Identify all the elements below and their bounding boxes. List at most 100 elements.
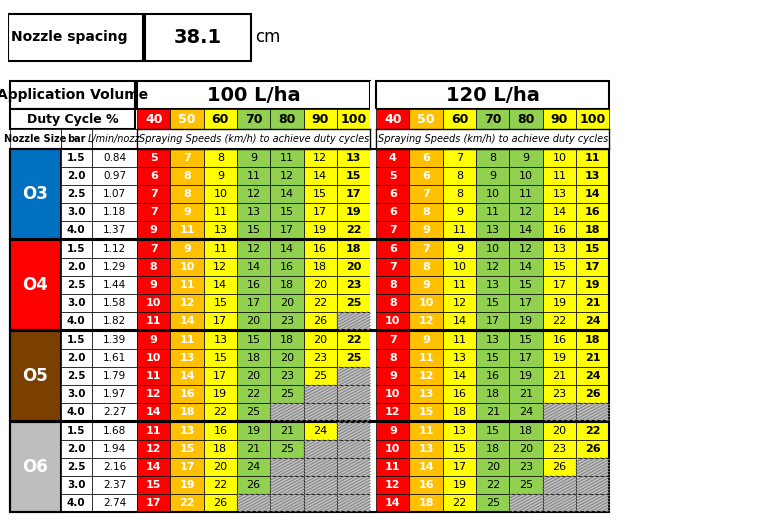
Bar	[137, 476, 170, 494]
Text: 100: 100	[580, 113, 606, 126]
Text: 1.61: 1.61	[103, 353, 126, 363]
Text: 17: 17	[247, 298, 260, 308]
Bar	[370, 167, 376, 185]
Bar	[237, 240, 270, 258]
Bar	[376, 294, 409, 312]
Text: 11: 11	[146, 371, 161, 381]
Bar	[370, 458, 376, 476]
Text: 12: 12	[419, 316, 434, 326]
Bar	[376, 110, 409, 129]
Bar	[270, 110, 303, 129]
Bar	[170, 458, 204, 476]
Bar	[10, 81, 135, 110]
Bar	[92, 422, 137, 440]
Bar	[543, 149, 576, 167]
Text: 11: 11	[452, 335, 466, 345]
Text: 17: 17	[146, 498, 161, 508]
Text: 24: 24	[585, 371, 601, 381]
Bar	[204, 312, 237, 330]
Text: 19: 19	[179, 480, 195, 490]
Text: 9: 9	[456, 244, 463, 254]
Text: 9: 9	[250, 153, 257, 163]
Text: 18: 18	[214, 444, 227, 454]
Bar	[61, 312, 92, 330]
Bar	[509, 185, 543, 203]
Text: Spraying Speeds (km/h) to achieve duty cycles: Spraying Speeds (km/h) to achieve duty c…	[378, 134, 608, 144]
Bar	[303, 240, 337, 258]
Text: 18: 18	[485, 444, 500, 454]
Text: 14: 14	[385, 498, 401, 508]
Bar	[204, 403, 237, 421]
Bar	[303, 440, 337, 458]
Bar	[370, 203, 376, 221]
Text: 21: 21	[280, 426, 294, 436]
Bar	[237, 349, 270, 367]
Bar	[170, 367, 204, 385]
Text: 16: 16	[585, 207, 601, 217]
Bar	[409, 185, 443, 203]
Text: 15: 15	[519, 280, 533, 290]
Bar	[509, 403, 543, 421]
Bar	[270, 203, 303, 221]
Bar	[10, 331, 609, 421]
Text: 1.5: 1.5	[67, 153, 85, 163]
Text: 7: 7	[183, 153, 191, 163]
Bar	[204, 349, 237, 367]
Text: 9: 9	[389, 426, 397, 436]
Text: bar: bar	[67, 134, 85, 144]
Bar	[443, 258, 476, 276]
Text: 12: 12	[146, 389, 161, 399]
Text: 12: 12	[146, 444, 161, 454]
Text: 8: 8	[422, 262, 430, 272]
Text: 16: 16	[313, 244, 327, 254]
Bar	[509, 276, 543, 294]
Bar	[337, 403, 370, 421]
Text: 12: 12	[385, 407, 401, 417]
Text: 11: 11	[247, 171, 260, 181]
Bar	[576, 110, 609, 129]
Bar	[576, 403, 609, 421]
Text: 19: 19	[585, 280, 601, 290]
Bar	[409, 422, 443, 440]
Text: 1.5: 1.5	[67, 426, 85, 436]
Text: 8: 8	[456, 171, 463, 181]
Bar	[237, 331, 270, 349]
Text: 8: 8	[389, 353, 397, 363]
Bar	[509, 203, 543, 221]
Bar	[509, 331, 543, 349]
Text: O5: O5	[22, 367, 48, 385]
Bar	[170, 110, 204, 129]
Bar	[409, 149, 443, 167]
Text: 14: 14	[179, 371, 195, 381]
Text: 14: 14	[419, 462, 434, 472]
Bar	[170, 422, 204, 440]
Bar	[61, 276, 92, 294]
Text: 20: 20	[280, 298, 294, 308]
Bar	[409, 458, 443, 476]
Bar	[509, 476, 543, 494]
Text: 9: 9	[422, 225, 430, 235]
Text: 1.5: 1.5	[67, 244, 85, 254]
Text: 2.0: 2.0	[67, 353, 85, 363]
Bar	[443, 203, 476, 221]
Bar	[204, 476, 237, 494]
Bar	[543, 203, 576, 221]
Bar	[509, 494, 543, 512]
Bar	[443, 240, 476, 258]
Text: 18: 18	[585, 335, 601, 345]
Text: 16: 16	[552, 335, 567, 345]
Bar	[270, 403, 303, 421]
Text: 20: 20	[280, 353, 294, 363]
Bar	[270, 312, 303, 330]
Bar	[443, 185, 476, 203]
Bar	[92, 221, 137, 239]
Text: 10: 10	[419, 298, 434, 308]
Bar	[61, 367, 92, 385]
Bar	[370, 294, 376, 312]
Text: 13: 13	[486, 335, 500, 345]
Text: 9: 9	[150, 280, 157, 290]
Bar	[237, 422, 270, 440]
Text: 2.0: 2.0	[67, 262, 85, 272]
Text: 25: 25	[346, 298, 361, 308]
Bar	[303, 203, 337, 221]
